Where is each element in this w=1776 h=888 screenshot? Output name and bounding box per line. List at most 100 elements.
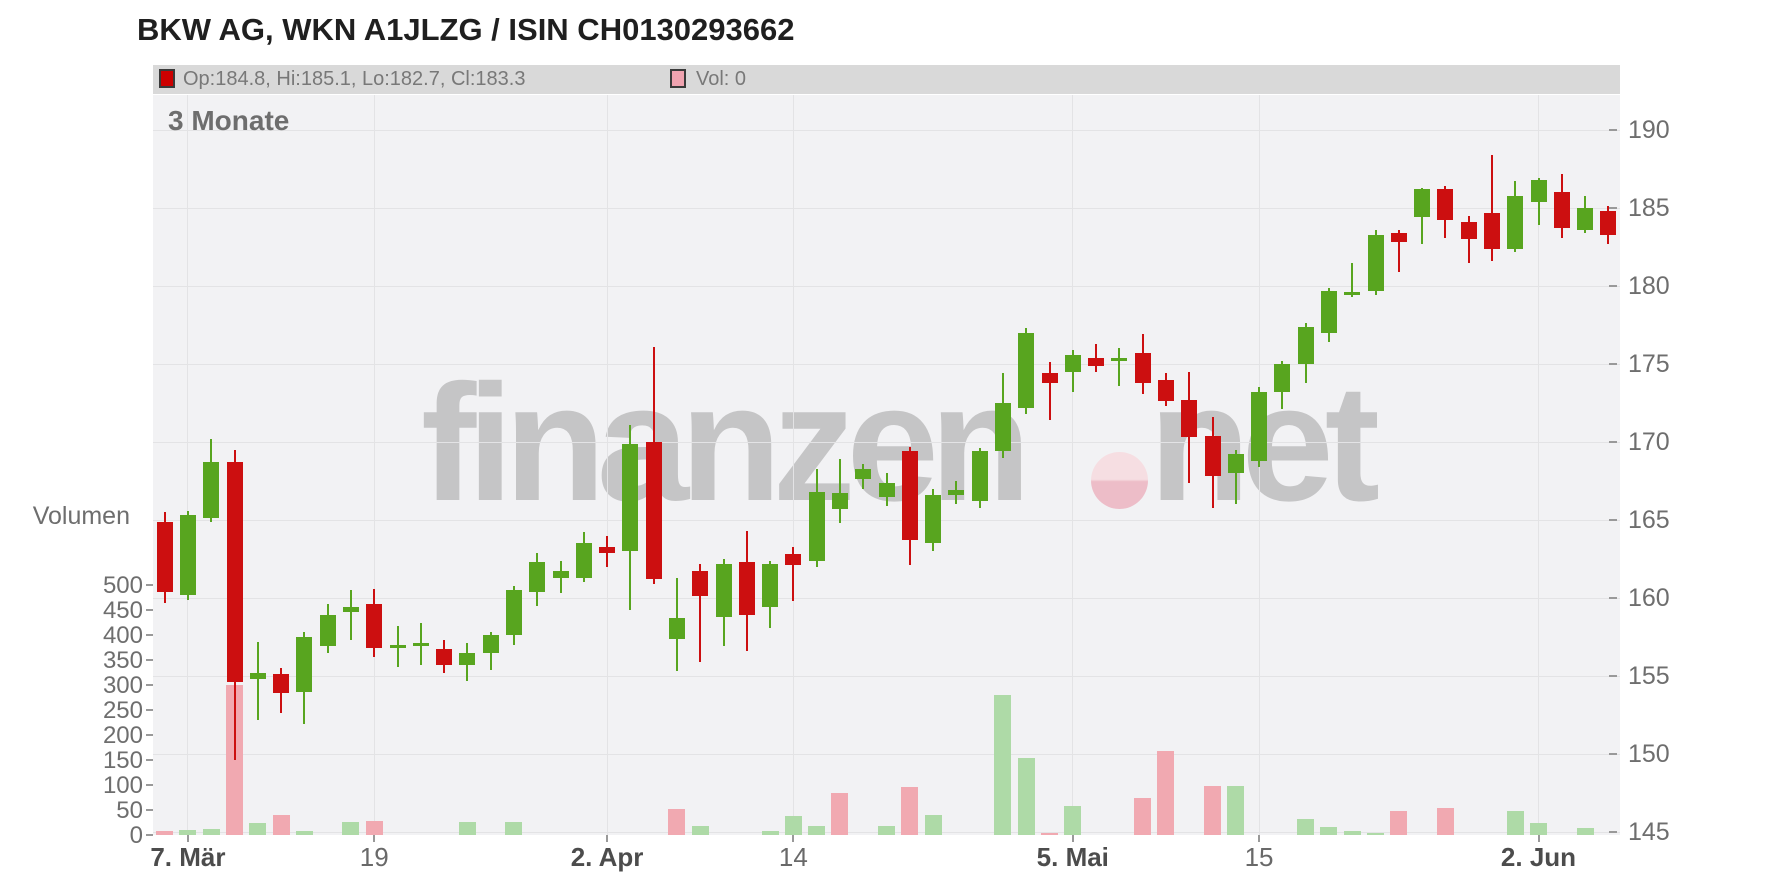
price-axis-label: 190 (1628, 116, 1670, 144)
candle-body (1600, 211, 1617, 235)
candle-body (901, 451, 918, 541)
volume-bar (901, 787, 919, 835)
candle-body (1320, 290, 1337, 333)
volume-axis-tick (146, 584, 153, 586)
candle-body (1274, 364, 1291, 393)
x-axis-label: 19 (359, 842, 389, 872)
candle-body (878, 482, 895, 497)
volume-axis-tick (146, 684, 153, 686)
ohlc-legend-label: Op:184.8, Hi:185.1, Lo:182.7, Cl:183.3 (183, 68, 526, 90)
price-gridline (153, 285, 1620, 287)
volume-bar (1227, 786, 1245, 835)
volume-bar (761, 831, 779, 835)
candle-body (319, 615, 336, 647)
volume-axis-label: 150 (102, 747, 143, 774)
price-gridline (153, 441, 1620, 443)
x-axis-tick (606, 835, 609, 842)
price-axis-tick (1609, 519, 1617, 521)
volume-bar (1017, 757, 1035, 835)
price-axis-label: 185 (1628, 194, 1670, 222)
candle-body (599, 546, 616, 553)
candle-wick (1467, 215, 1470, 263)
volume-bar (994, 695, 1012, 835)
volume-bar (878, 826, 895, 835)
candle-wick (1490, 154, 1493, 262)
volume-axis-tick (146, 809, 153, 811)
volume-bar (342, 822, 360, 835)
candlestick-chart-area[interactable]: finanzen net (153, 95, 1620, 835)
volume-axis-label: 450 (102, 597, 143, 624)
volume-axis-tick (146, 609, 153, 611)
date-gridline (187, 95, 189, 835)
price-gridline (153, 207, 1620, 209)
candle-body (1204, 435, 1221, 477)
volume-axis-title: Volumen (32, 502, 130, 530)
candle-body (249, 672, 266, 680)
volume-axis-tick (146, 834, 153, 836)
candle-body (1390, 232, 1407, 243)
candle-body (1041, 373, 1058, 383)
price-gridline (153, 597, 1620, 599)
volume-axis-label: 100 (102, 772, 143, 799)
volume-bar (1530, 823, 1547, 835)
volume-axis-label: 350 (102, 647, 143, 674)
volume-bar (1436, 808, 1454, 835)
candle-body (855, 468, 872, 480)
price-axis-label: 165 (1628, 506, 1670, 534)
price-gridline (153, 363, 1620, 365)
volume-bar (924, 815, 942, 835)
x-axis-tick (373, 835, 376, 842)
x-axis-tick (1537, 835, 1540, 842)
candle-body (1483, 212, 1500, 249)
period-label: 3 Monate (168, 105, 290, 136)
volume-axis-tick (146, 734, 153, 736)
volume-axis-label: 300 (102, 672, 143, 699)
candle-wick (1351, 262, 1354, 297)
date-gridline (1538, 95, 1539, 835)
volume-bar (202, 829, 220, 835)
candle-body (1157, 379, 1174, 402)
candle-body (948, 490, 965, 496)
candle-body (436, 649, 453, 666)
candle-body (808, 491, 825, 561)
candle-body (575, 543, 592, 578)
volume-bar (1157, 751, 1175, 835)
volume-axis-label: 400 (102, 622, 143, 649)
volume-axis-label: 500 (102, 572, 143, 599)
volume-bar (1343, 831, 1361, 835)
candle-body (1111, 357, 1128, 361)
volume-bar (505, 822, 523, 835)
candle-body (1414, 189, 1431, 218)
volume-bar (1134, 798, 1152, 835)
candle-body (1367, 234, 1384, 291)
candle-wick (1048, 362, 1051, 421)
x-axis-label: 7. Mär (150, 842, 226, 872)
candle-wick (838, 459, 841, 524)
volume-bar (831, 793, 849, 835)
volume-bar (1204, 786, 1221, 835)
candle-body (529, 562, 546, 592)
price-axis-tick (1609, 675, 1617, 677)
x-axis-label: 2. Apr (570, 842, 644, 872)
price-axis-label: 180 (1628, 272, 1670, 300)
candle-body (692, 571, 709, 597)
volume-axis-label: 50 (116, 797, 143, 824)
price-axis-label: 145 (1628, 818, 1670, 846)
volume-axis-label: 250 (102, 697, 143, 724)
candle-wick (1118, 348, 1121, 386)
volume-bar (808, 826, 826, 835)
candle-body (505, 590, 522, 636)
candle-wick (256, 641, 259, 720)
candle-body (925, 495, 942, 544)
candle-body (1227, 454, 1244, 474)
candle-body (1134, 353, 1151, 383)
price-axis-label: 160 (1628, 584, 1670, 612)
ohlc-legend-swatch-icon (159, 69, 175, 88)
page-title: BKW AG, WKN A1JLZG / ISIN CH0130293662 (137, 12, 795, 47)
volume-axis-label: 0 (129, 822, 143, 849)
candle-body (715, 563, 732, 617)
volume-legend-swatch-icon (670, 69, 686, 88)
candle-body (482, 635, 499, 653)
price-axis-tick (1609, 129, 1617, 131)
candle-body (1297, 326, 1314, 364)
